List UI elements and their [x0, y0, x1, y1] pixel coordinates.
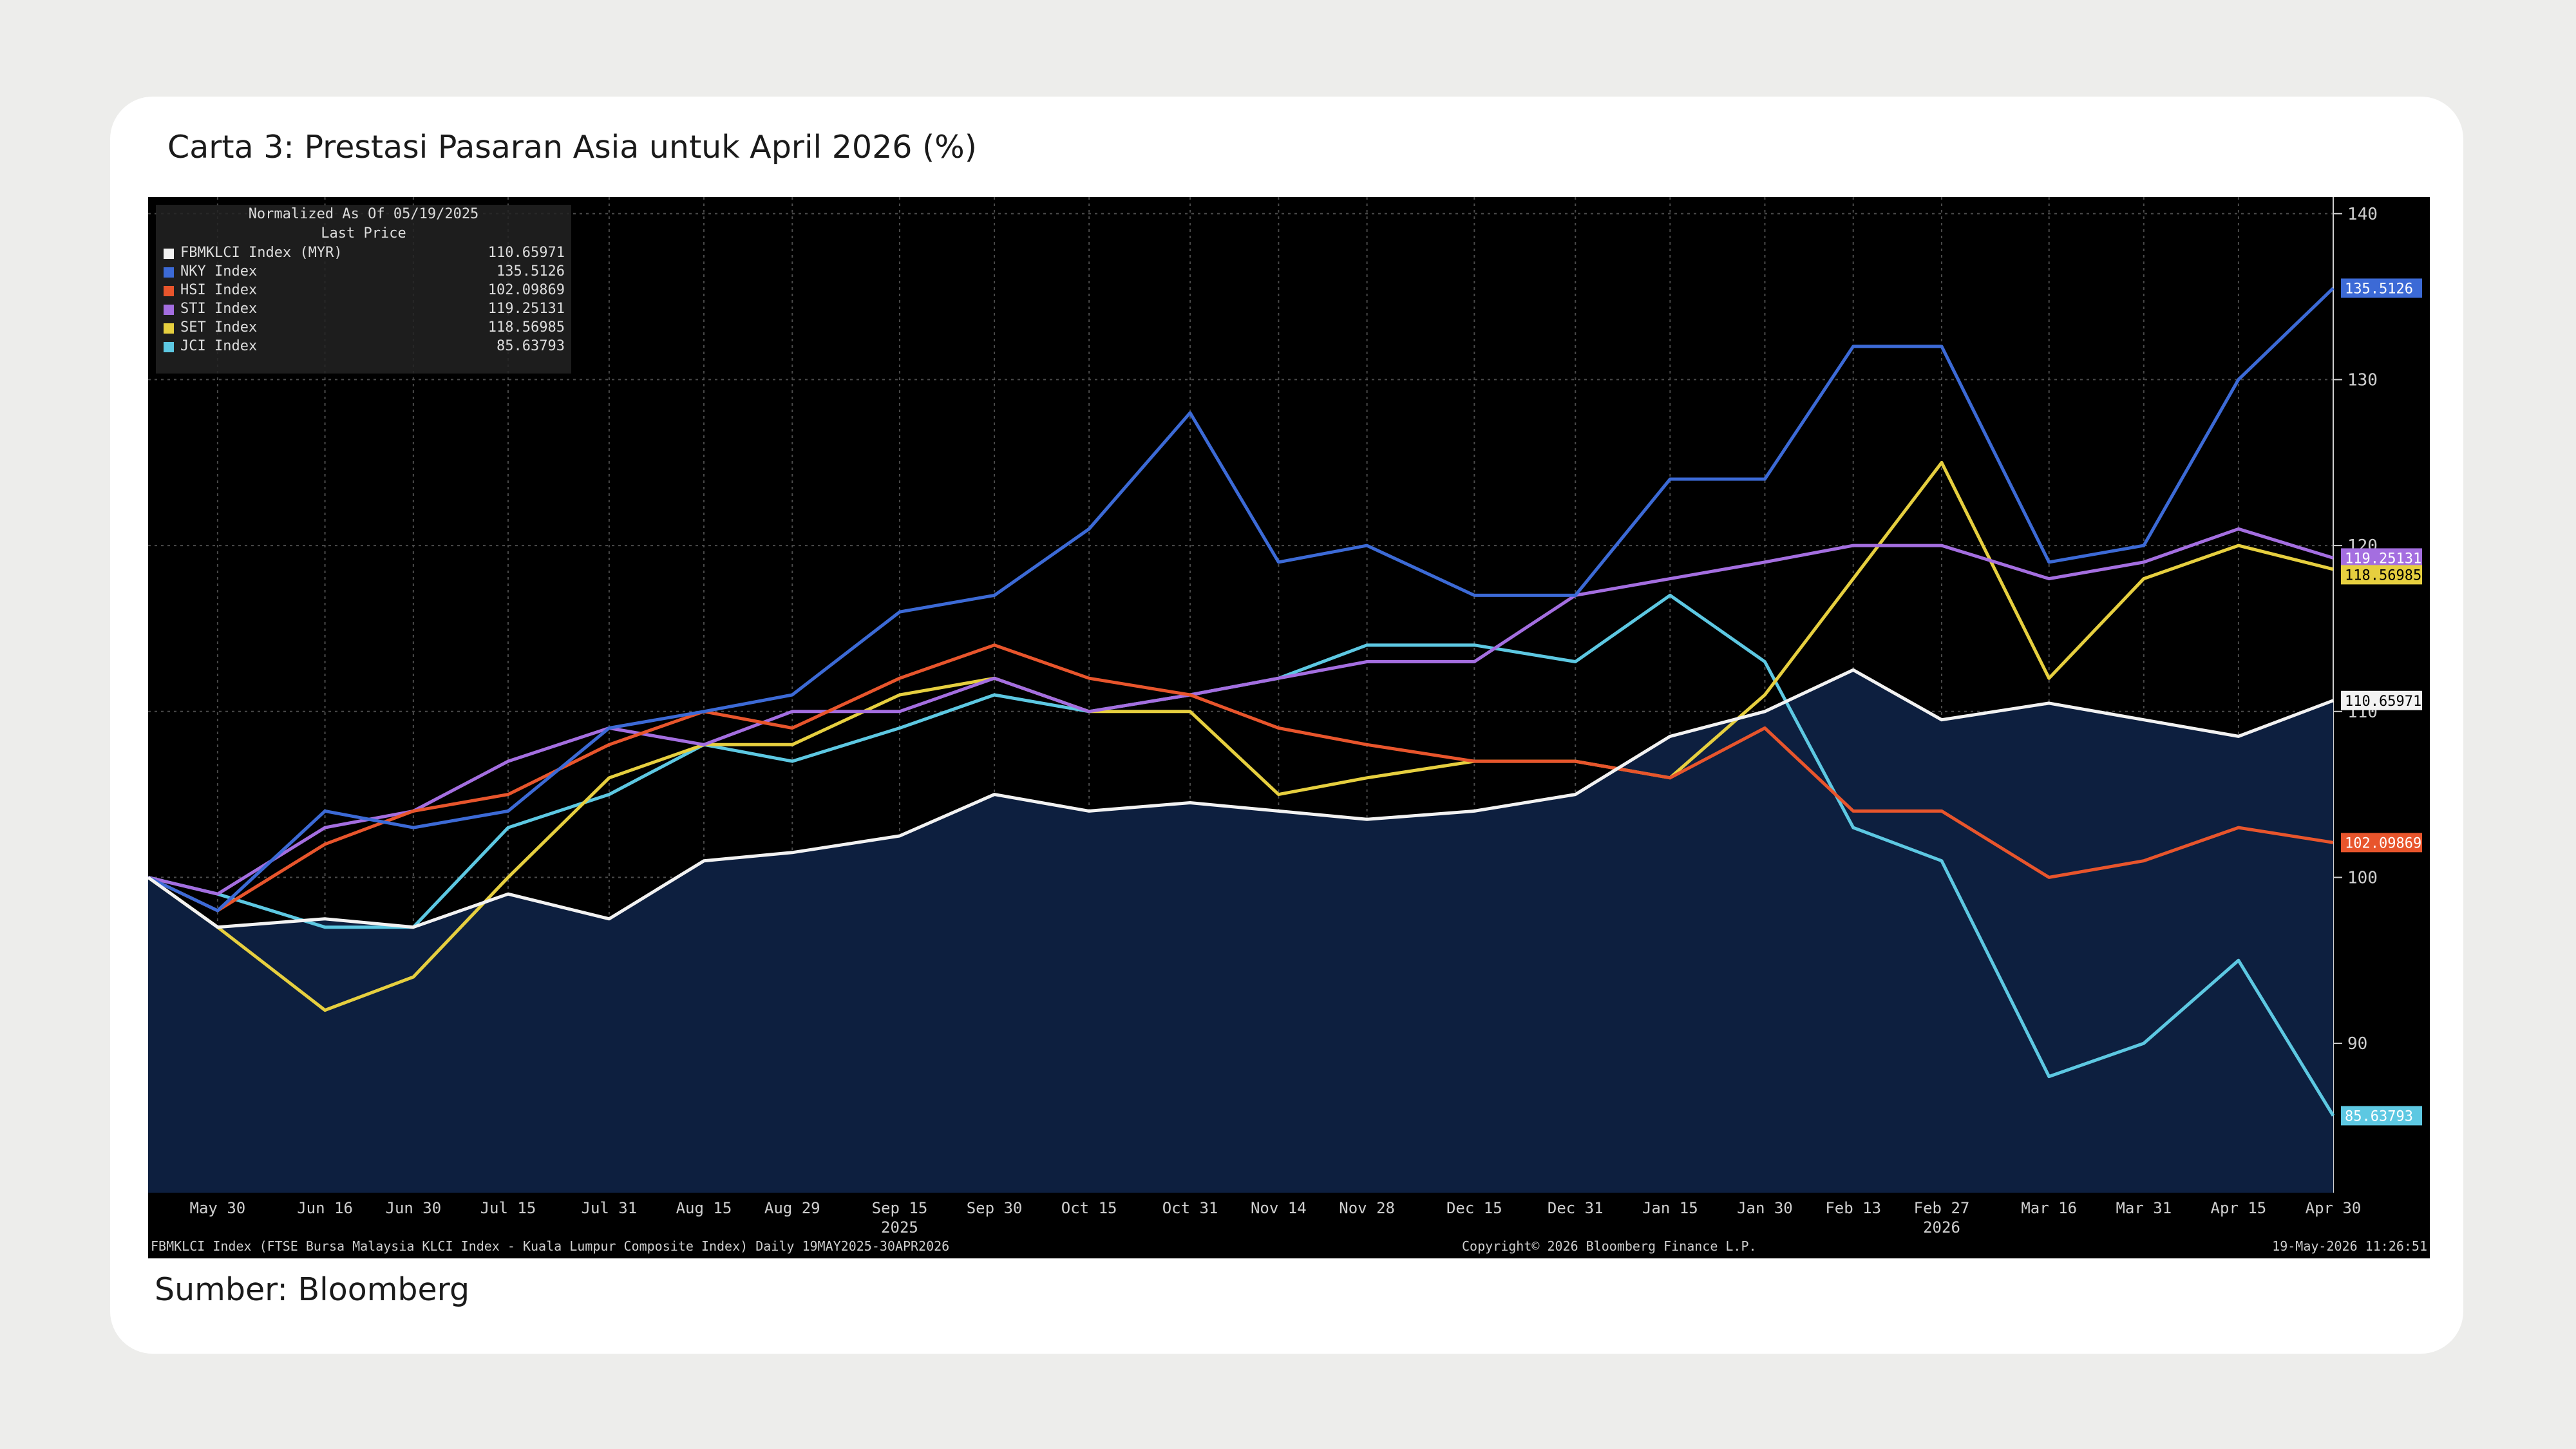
source-note: Sumber: Bloomberg	[155, 1271, 470, 1308]
last-value-tag-fbmklci	[2341, 690, 2422, 710]
legend-series-name: NKY Index	[180, 263, 258, 279]
footer-copyright: Copyright© 2026 Bloomberg Finance L.P.	[1462, 1238, 1757, 1254]
legend-swatch	[164, 249, 174, 259]
last-value-label-fbmklci: 110.65971	[2345, 694, 2421, 710]
x-tick-label: Aug 15	[676, 1199, 732, 1217]
series-line-nky	[148, 287, 2334, 913]
x-tick-label: Jul 15	[480, 1199, 536, 1217]
legend-swatch	[164, 342, 174, 352]
chart-legend: Normalized As Of 05/19/2025 Last Price F…	[156, 205, 571, 374]
legend-series-value: 85.63793	[497, 338, 565, 354]
legend-series-value: 102.09869	[488, 282, 565, 298]
legend-entry: FBMKLCI Index (MYR) 110.65971	[156, 243, 571, 262]
year-label: 2025	[881, 1218, 918, 1236]
chart-panel: 90 100 110 120 130 140 May 30 Jun 16 Jun 30 Jul 1…	[148, 197, 2430, 1258]
x-tick-label: Jan 15	[1642, 1199, 1698, 1217]
legend-series-name: STI Index	[180, 301, 258, 317]
footer-timestamp: 19-May-2026 11:26:51	[2272, 1238, 2427, 1254]
series-line-sti	[148, 527, 2334, 896]
series-line-set	[148, 460, 2334, 1012]
legend-series-name: HSI Index	[180, 282, 258, 298]
legend-series-value: 119.25131	[488, 301, 565, 317]
last-value-label-sti: 119.25131	[2345, 551, 2421, 567]
legend-subheader: Last Price	[321, 225, 406, 242]
x-tick-label: Feb 13	[1825, 1199, 1881, 1217]
last-value-tag-set	[2341, 565, 2422, 585]
legend-entry: STI Index 119.25131	[156, 299, 571, 318]
x-tick-label: Feb 27	[1914, 1199, 1970, 1217]
x-tick-label: Sep 15	[872, 1199, 928, 1217]
x-tick-label: Jul 31	[582, 1199, 638, 1217]
chart-title: Carta 3: Prestasi Pasaran Asia untuk Apr…	[167, 129, 977, 166]
y-tick-label: 90	[2347, 1034, 2367, 1054]
last-value-label-hsi: 102.09869	[2345, 835, 2421, 851]
legend-swatch	[164, 267, 174, 278]
x-tick-label: May 30	[190, 1199, 246, 1217]
year-label: 2026	[1923, 1218, 1960, 1236]
last-value-tag-nky	[2341, 278, 2422, 298]
x-tick-label: Dec 31	[1548, 1199, 1604, 1217]
last-value-label-nky: 135.5126	[2345, 281, 2413, 297]
x-tick-label: Nov 14	[1251, 1199, 1307, 1217]
x-tick-label: Jan 30	[1737, 1199, 1793, 1217]
footer-description: FBMKLCI Index (FTSE Bursa Malaysia KLCI …	[151, 1238, 949, 1254]
legend-header: Normalized As Of 05/19/2025	[248, 206, 479, 222]
legend-series-name: SET Index	[180, 319, 258, 336]
legend-swatch	[164, 323, 174, 334]
legend-swatch	[164, 286, 174, 296]
legend-entry: HSI Index 102.09869	[156, 281, 571, 299]
x-tick-label: Apr 30	[2306, 1199, 2362, 1217]
x-tick-label: Mar 16	[2021, 1199, 2077, 1217]
legend-series-name: JCI Index	[180, 338, 258, 354]
last-value-tag-hsi	[2341, 833, 2422, 853]
legend-series-value: 110.65971	[488, 245, 565, 261]
legend-entry: JCI Index 85.63793	[156, 337, 571, 355]
legend-entry: NKY Index 135.5126	[156, 262, 571, 281]
x-tick-label: Mar 31	[2116, 1199, 2172, 1217]
x-tick-label: Nov 28	[1339, 1199, 1395, 1217]
last-value-label-jci: 85.63793	[2345, 1108, 2413, 1124]
x-tick-label: Jun 30	[386, 1199, 442, 1217]
legend-entry: SET Index 118.56985	[156, 318, 571, 337]
y-tick-label: 100	[2347, 868, 2378, 887]
x-tick-label: Dec 15	[1446, 1199, 1502, 1217]
x-tick-label: Oct 31	[1162, 1199, 1218, 1217]
x-tick-label: Aug 29	[764, 1199, 820, 1217]
x-tick-label: Apr 15	[2211, 1199, 2267, 1217]
legend-series-value: 118.56985	[488, 319, 565, 336]
last-value-tag-sti	[2341, 548, 2422, 568]
last-value-tag-jci	[2341, 1106, 2422, 1126]
series-area-fbmklci	[148, 670, 2333, 1193]
series-line-fbmklci	[148, 668, 2334, 929]
y-tick-label: 130	[2347, 370, 2378, 390]
legend-swatch	[164, 305, 174, 315]
y-tick-label: 140	[2347, 205, 2378, 224]
x-tick-label: Jun 16	[297, 1199, 353, 1217]
series-line-hsi	[148, 643, 2334, 913]
legend-series-name: FBMKLCI Index (MYR)	[180, 245, 343, 261]
x-tick-label: Oct 15	[1061, 1199, 1117, 1217]
last-value-label-set: 118.56985	[2345, 567, 2421, 583]
legend-series-value: 135.5126	[497, 263, 565, 279]
x-tick-label: Sep 30	[967, 1199, 1023, 1217]
